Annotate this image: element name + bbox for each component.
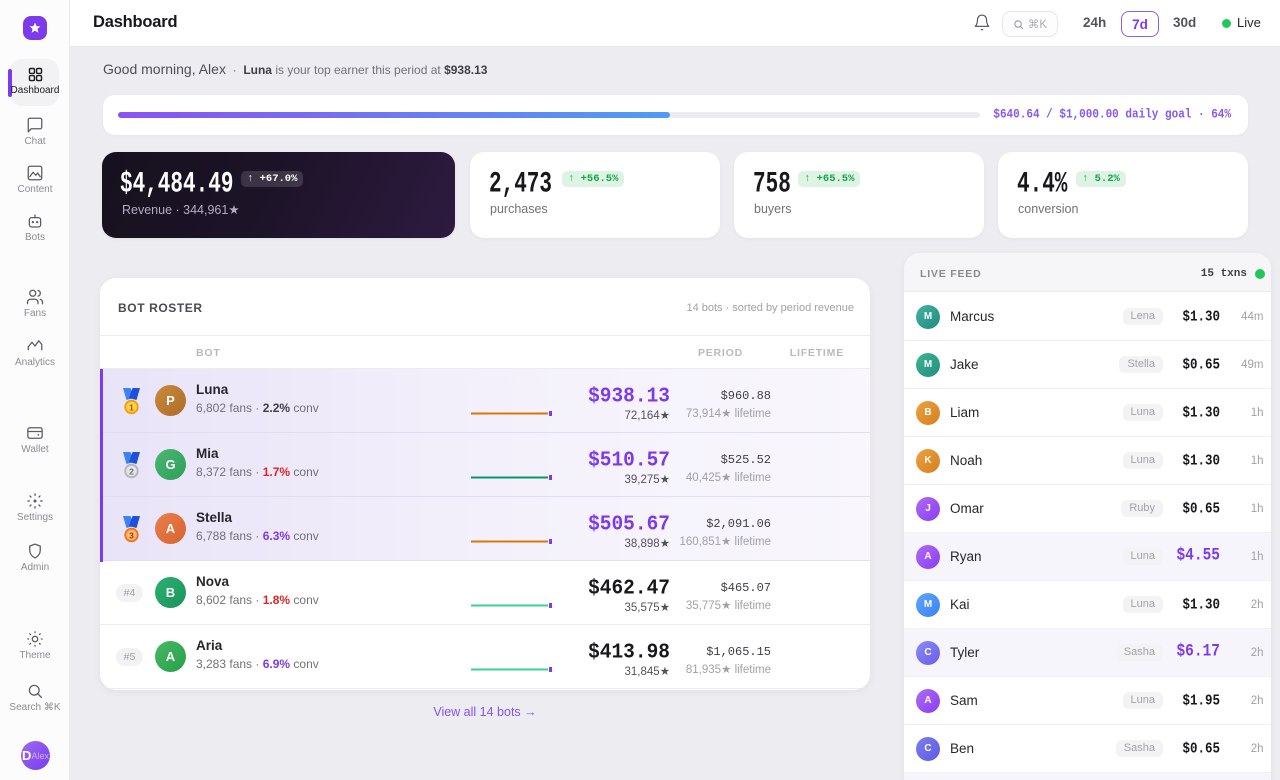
svg-text:2: 2 (129, 466, 134, 476)
svg-text:1: 1 (129, 402, 134, 412)
svg-text:3: 3 (129, 530, 134, 540)
